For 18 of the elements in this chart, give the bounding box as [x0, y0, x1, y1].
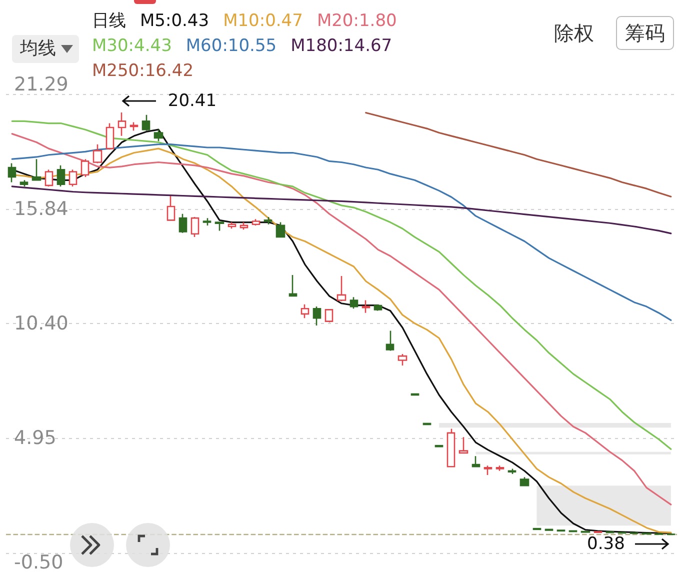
text: M10:0.47: [223, 10, 303, 33]
y-tick-label: 21.29: [14, 74, 68, 96]
text: 均线: [20, 37, 56, 61]
text: 筹码: [616, 16, 674, 50]
y-tick-label: 15.84: [14, 198, 68, 220]
y-tick-label: 4.95: [14, 427, 56, 450]
annotation: 0.38: [587, 534, 625, 554]
text: M60:10.55: [186, 35, 277, 58]
y-tick-label: -0.50: [14, 552, 64, 572]
text: 除权: [554, 20, 594, 46]
text: M180:14.67: [290, 35, 392, 58]
text: M20:1.80: [316, 10, 397, 33]
chart-title: 日线: [92, 10, 126, 33]
text: M30:4.43: [92, 35, 172, 58]
text: M250:16.42: [92, 60, 194, 83]
y-tick-label: 10.40: [14, 312, 68, 334]
annotation: 20.41: [168, 90, 217, 111]
text: M5:0.43: [140, 10, 210, 33]
